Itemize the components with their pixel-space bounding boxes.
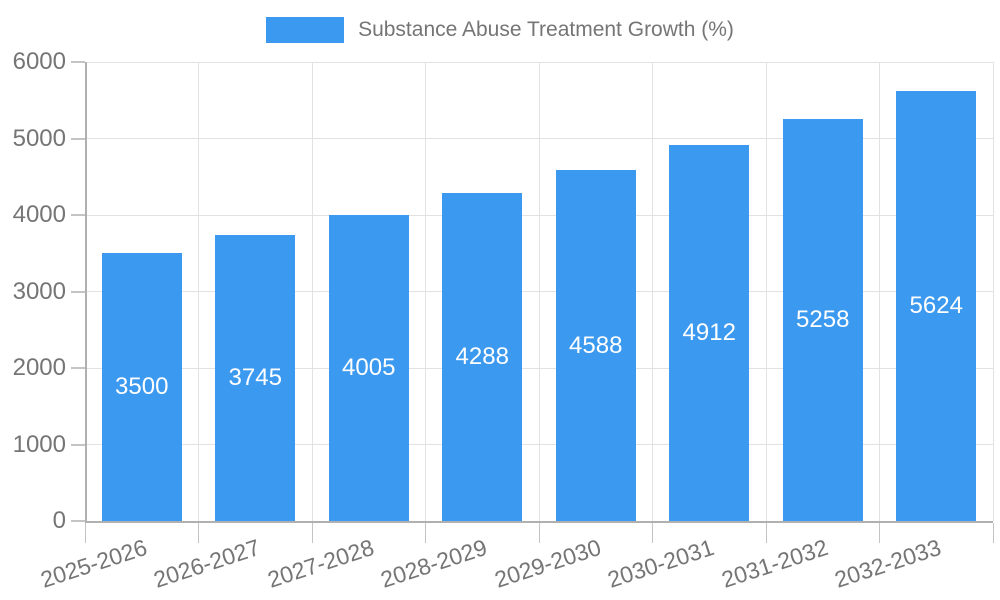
bar-value-label: 4912 [682, 319, 736, 347]
legend-swatch [266, 17, 345, 43]
y-tick-label: 6000 [12, 48, 66, 75]
x-gridline [992, 62, 994, 521]
bar-value-label: 3500 [115, 373, 169, 401]
y-tick-label: 1000 [12, 430, 66, 458]
x-category-label: 2026-2027 [150, 534, 264, 593]
chart-legend-item[interactable]: Substance Abuse Treatment Growth (%) [0, 17, 1000, 43]
x-tick-mark [765, 523, 767, 543]
bar [101, 253, 182, 521]
bar [782, 118, 863, 521]
bar [669, 145, 750, 521]
x-category-label: 2031-2032 [718, 534, 831, 593]
x-tick-mark [311, 523, 313, 543]
bar [896, 90, 977, 521]
x-gridline [198, 62, 199, 521]
y-tick-label: 4000 [12, 201, 66, 228]
bar [215, 234, 296, 521]
x-category-label: 2027-2028 [264, 534, 377, 593]
x-category-label: 2030-2031 [604, 534, 718, 593]
y-tick-mark [71, 443, 85, 446]
x-gridline [879, 62, 880, 521]
y-tick-mark [71, 137, 85, 140]
x-category-label: 2032-2033 [831, 534, 945, 593]
bar-value-label: 4005 [342, 353, 396, 381]
x-tick-mark [992, 523, 994, 543]
x-gridline [311, 62, 313, 521]
y-tick-label: 3000 [12, 277, 66, 305]
y-tick-label: 5000 [12, 124, 66, 152]
x-gridline [425, 62, 426, 521]
x-tick-mark [538, 523, 540, 543]
x-gridline [538, 62, 540, 521]
bar-value-label: 3745 [228, 363, 282, 391]
legend-label: Substance Abuse Treatment Growth (%) [358, 18, 734, 41]
bar-value-label: 5624 [909, 291, 963, 319]
x-tick-mark [198, 523, 199, 543]
x-category-label: 2025-2026 [37, 534, 150, 593]
y-tick-mark [71, 520, 85, 522]
bar [328, 214, 409, 521]
bar [555, 170, 636, 521]
y-tick-mark [71, 214, 85, 216]
x-tick-mark [425, 523, 426, 543]
x-axis-line [85, 521, 993, 523]
x-tick-mark [652, 523, 653, 543]
y-tick-label: 0 [52, 507, 66, 534]
x-gridline [765, 62, 767, 521]
x-tick-mark [879, 523, 880, 543]
y-tick-mark [71, 61, 85, 63]
bar-value-label: 5258 [796, 305, 850, 333]
x-category-label: 2028-2029 [377, 534, 491, 593]
bar-value-label: 4588 [569, 331, 623, 359]
x-category-label: 2029-2030 [491, 534, 604, 593]
y-axis-line [85, 62, 87, 523]
x-tick-mark [84, 523, 86, 543]
bar [442, 192, 523, 521]
x-gridline [652, 62, 653, 521]
y-tick-mark [71, 367, 85, 369]
bar-value-label: 4288 [455, 342, 509, 370]
y-tick-label: 2000 [12, 354, 66, 381]
y-tick-mark [71, 290, 85, 293]
